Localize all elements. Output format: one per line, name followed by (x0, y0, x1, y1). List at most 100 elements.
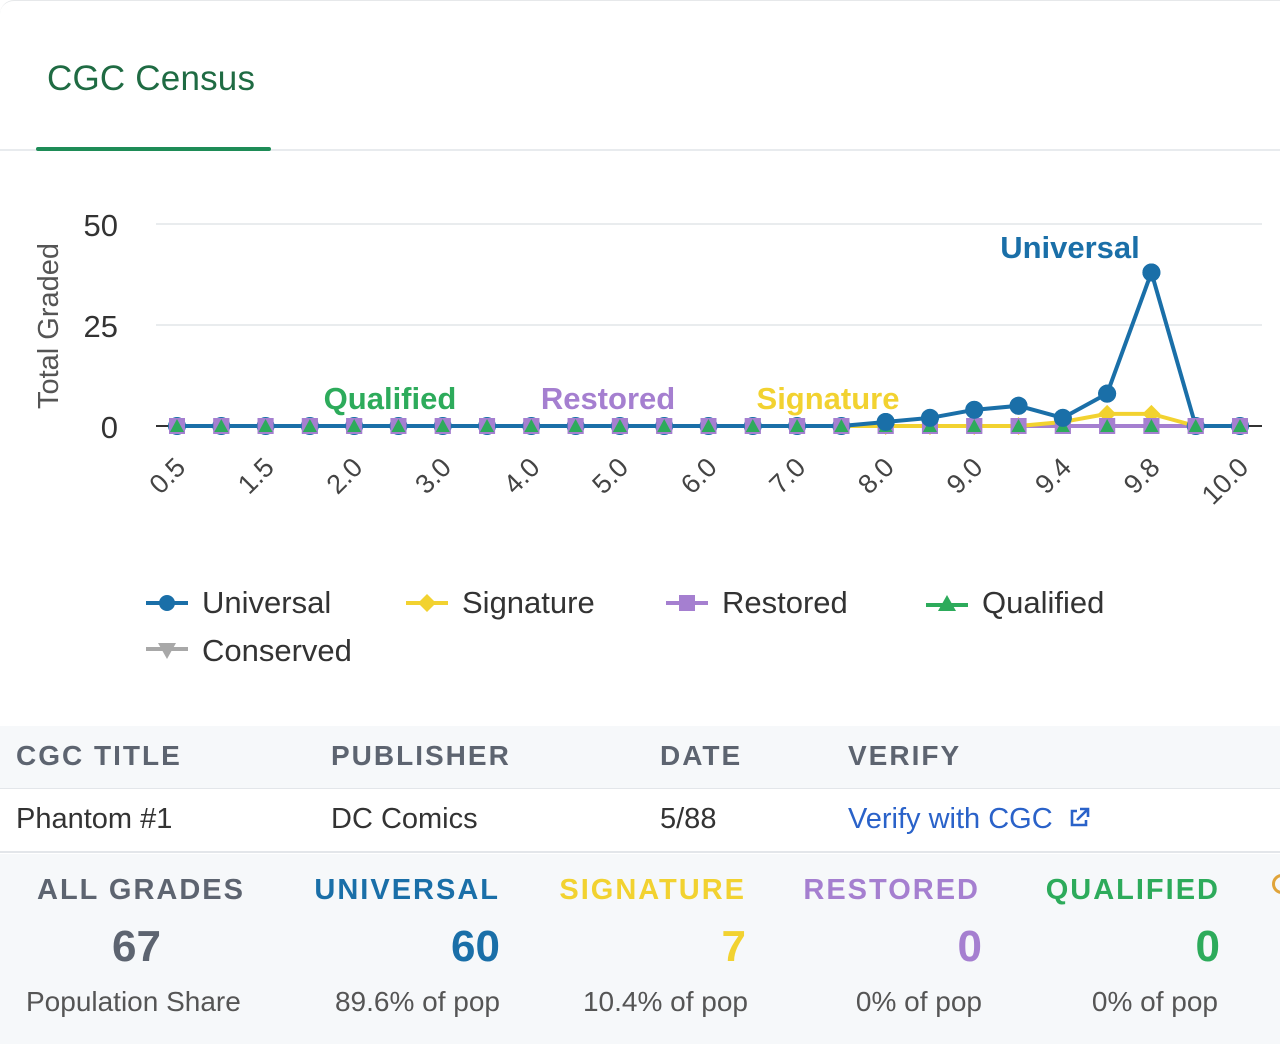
comic-publisher: DC Comics (331, 803, 478, 835)
stat-sub-signature: 10.4% of pop (582, 986, 748, 1017)
legend-label-conserved: Conserved (202, 633, 352, 668)
restored-marker-icon (666, 595, 708, 611)
verify-with-cgc-link[interactable]: Verify with CGC (848, 803, 1091, 835)
header-date: DATE (660, 740, 743, 771)
chart-legend: Universal Signature Restored Qualified (146, 579, 1246, 679)
series-annotation-universal: Universal (1000, 230, 1140, 265)
census-line-chart: 0 25 50 Total Graded 0.5 1.5 2.0 3.0 4.0 5.0 6.0 7.… (33, 208, 1262, 510)
external-link-icon (1070, 807, 1090, 827)
x-tick-label: 2.0 (321, 452, 369, 500)
stat-qualified: QUALIFIED 0 0% of pop (1006, 854, 1246, 1044)
stat-universal: UNIVERSAL 60 89.6% of pop (278, 854, 524, 1044)
stat-next-column-cutoff (1272, 874, 1280, 908)
data-point-qualified (657, 419, 672, 432)
verify-link-text: Verify with CGC (848, 803, 1053, 835)
stat-label-universal: UNIVERSAL (314, 874, 500, 906)
x-tick-label: 9.8 (1118, 452, 1166, 500)
legend-item-signature[interactable]: Signature (406, 583, 595, 623)
universal-marker-icon (146, 595, 188, 611)
stat-restored: RESTORED 0 0% of pop (770, 854, 1006, 1044)
header-cgc-title: CGC TITLE (16, 740, 182, 771)
stat-label-all-grades: ALL GRADES (37, 874, 245, 906)
signature-marker-icon (406, 594, 448, 612)
verify-link-cell: Verify with CGC (848, 803, 1091, 836)
stat-sub-qualified: 0% of pop (1091, 986, 1218, 1017)
header-publisher: PUBLISHER (331, 740, 511, 771)
legend-item-restored[interactable]: Restored (666, 583, 848, 623)
table-row: Phantom #1 DC Comics 5/88 Verify with CG… (0, 789, 1280, 853)
stat-sub-all-grades: Population Share (26, 986, 241, 1017)
series-annotation-qualified: Qualified (324, 381, 457, 416)
data-point-universal (1098, 384, 1117, 403)
data-point-qualified (258, 419, 273, 432)
header-verify: VERIFY (848, 740, 962, 771)
tab-label: CGC Census (47, 59, 256, 98)
legend-label-restored: Restored (722, 585, 848, 620)
x-tick-label: 1.5 (232, 452, 280, 500)
data-point-qualified (170, 419, 184, 432)
data-point-qualified (1100, 419, 1115, 432)
series-annotation-signature: Signature (757, 381, 900, 416)
x-tick-label: 6.0 (675, 452, 723, 500)
data-point-qualified (967, 419, 982, 432)
legend-label-signature: Signature (462, 585, 595, 620)
data-point-qualified (701, 419, 716, 432)
stat-label-signature: SIGNATURE (559, 874, 746, 906)
active-tab-indicator (36, 147, 271, 151)
stat-count-signature: 7 (721, 922, 746, 971)
data-point-qualified (834, 419, 849, 432)
x-tick-label: 5.0 (586, 452, 634, 500)
data-point-qualified (1233, 419, 1247, 432)
stat-label-qualified: QUALIFIED (1045, 874, 1220, 906)
legend-item-conserved[interactable]: Conserved (146, 631, 352, 671)
cutoff-glyph (1272, 874, 1280, 894)
data-point-qualified (214, 419, 229, 432)
stat-count-restored: 0 (957, 922, 982, 971)
stat-all-grades: ALL GRADES 67 Population Share (0, 854, 278, 1044)
stat-count-universal: 60 (451, 922, 500, 971)
x-tick-label: 0.5 (143, 452, 191, 500)
data-point-qualified (1188, 419, 1203, 432)
stat-count-all-grades: 67 (112, 922, 161, 971)
y-tick-label: 0 (101, 410, 118, 445)
legend-label-qualified: Qualified (982, 585, 1105, 620)
stat-count-qualified: 0 (1195, 922, 1220, 971)
census-chart: 0 25 50 Total Graded 0.5 1.5 2.0 3.0 4.0 5.0 6.0 7.… (0, 151, 1280, 721)
conserved-marker-icon (146, 643, 188, 659)
legend-item-universal[interactable]: Universal (146, 583, 331, 623)
data-point-universal (920, 408, 939, 427)
stat-label-restored: RESTORED (803, 874, 980, 906)
qualified-marker-icon (926, 595, 968, 611)
data-point-universal (1009, 396, 1028, 415)
data-point-universal (965, 400, 984, 419)
stat-signature: SIGNATURE 7 10.4% of pop (524, 854, 770, 1044)
data-point-qualified (391, 419, 406, 432)
data-point-qualified (480, 419, 495, 432)
y-tick-label: 25 (84, 309, 118, 344)
stat-sub-universal: 89.6% of pop (334, 986, 500, 1017)
tab-bar: CGC Census (0, 1, 1280, 151)
data-point-qualified (568, 419, 583, 432)
x-tick-label: 10.0 (1196, 452, 1254, 510)
population-stats: ALL GRADES 67 Population Share UNIVERSAL… (0, 854, 1280, 1044)
data-point-universal (1053, 408, 1072, 427)
x-tick-label: 9.0 (941, 452, 989, 500)
data-point-qualified (302, 419, 317, 432)
x-tick-label: 8.0 (852, 452, 900, 500)
tab-cgc-census[interactable]: CGC Census (36, 1, 271, 151)
x-tick-label: 7.0 (764, 452, 812, 500)
data-point-qualified (1011, 419, 1026, 432)
data-point-universal (876, 412, 895, 431)
data-point-universal (1142, 263, 1161, 282)
comic-title: Phantom #1 (16, 803, 173, 835)
data-point-qualified (1144, 419, 1159, 432)
info-table-header: CGC TITLE PUBLISHER DATE VERIFY (0, 726, 1280, 789)
y-tick-label: 50 (84, 208, 118, 243)
data-point-qualified (435, 419, 450, 432)
comic-date: 5/88 (660, 803, 717, 835)
data-point-qualified (524, 419, 539, 432)
x-tick-label: 3.0 (409, 452, 457, 500)
data-point-qualified (347, 419, 362, 432)
legend-item-qualified[interactable]: Qualified (926, 583, 1104, 623)
